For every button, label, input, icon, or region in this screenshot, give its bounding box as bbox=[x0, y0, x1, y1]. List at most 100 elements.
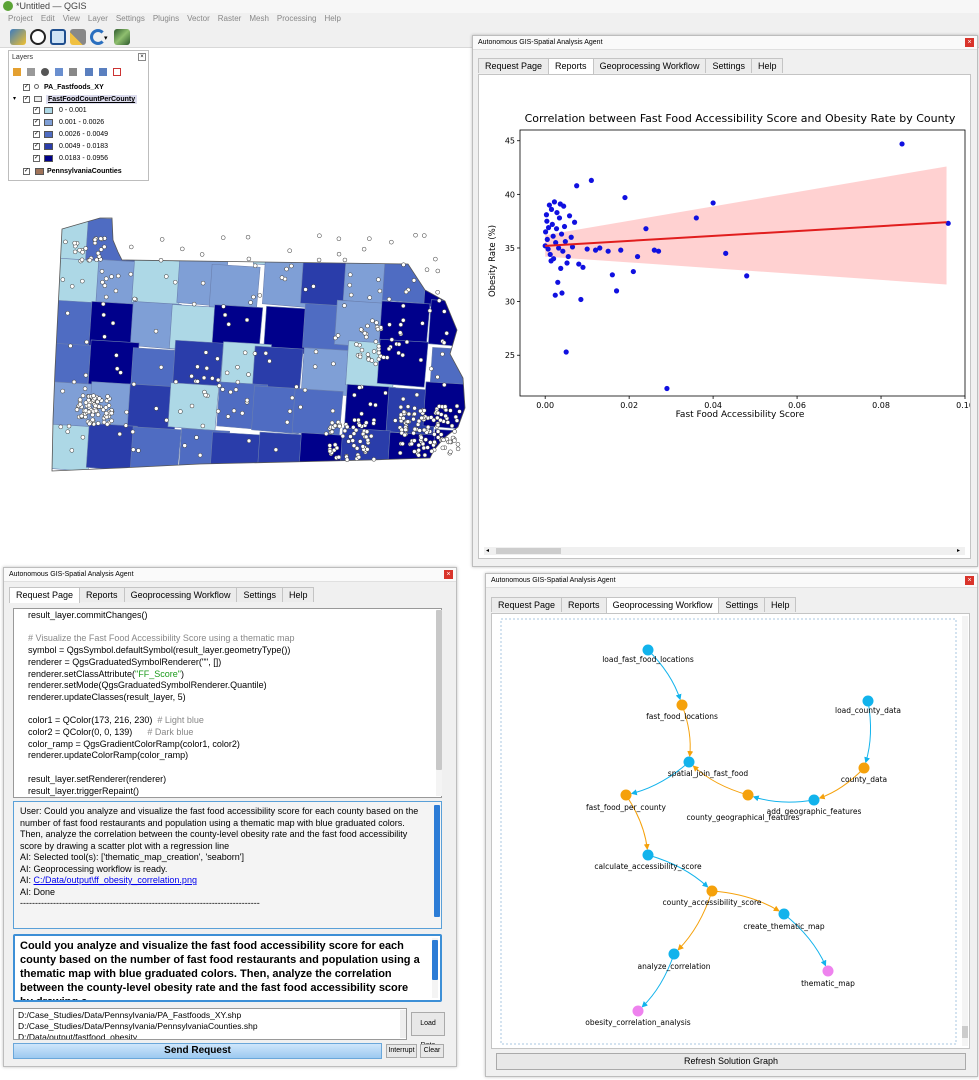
undo-icon[interactable] bbox=[90, 29, 106, 45]
class-checkbox[interactable]: ✓ bbox=[33, 131, 40, 138]
workflow-node-calculate_accessibility_score[interactable] bbox=[642, 849, 654, 861]
load-data-button[interactable]: Load Data bbox=[411, 1012, 445, 1049]
close-icon[interactable]: × bbox=[965, 38, 974, 47]
county-polygon[interactable] bbox=[209, 431, 262, 480]
menu-project[interactable]: Project bbox=[8, 14, 33, 23]
menu-processing[interactable]: Processing bbox=[276, 14, 317, 23]
remove-layer-icon[interactable] bbox=[113, 68, 121, 76]
class-checkbox[interactable]: ✓ bbox=[33, 143, 40, 150]
menu-layer[interactable]: Layer bbox=[87, 14, 108, 23]
interrupt-button[interactable]: Interrupt bbox=[386, 1044, 417, 1058]
tab-help[interactable]: Help bbox=[763, 597, 797, 612]
collapse-all-icon[interactable] bbox=[99, 68, 107, 76]
workflow-node-fast_food_per_county[interactable] bbox=[620, 789, 632, 801]
scroll-right-icon[interactable]: ▸ bbox=[957, 548, 961, 554]
request-input[interactable]: Could you analyze and visualize the fast… bbox=[13, 934, 442, 1002]
scrollbar-thumb[interactable] bbox=[962, 1026, 968, 1038]
county-polygon[interactable] bbox=[428, 299, 470, 348]
layer-item-fastfoods[interactable]: PA_Fastfoods_XY bbox=[44, 84, 104, 91]
tab-request-page[interactable]: Request Page bbox=[491, 597, 563, 612]
tab-help[interactable]: Help bbox=[750, 58, 784, 73]
tab-settings[interactable]: Settings bbox=[718, 597, 765, 612]
refresh-graph-button[interactable]: Refresh Solution Graph bbox=[496, 1053, 966, 1070]
clear-button[interactable]: Clear bbox=[420, 1044, 444, 1058]
gear-icon[interactable] bbox=[30, 29, 46, 45]
send-request-button[interactable]: Send Request bbox=[13, 1043, 382, 1059]
workflow-node-county_data[interactable] bbox=[858, 762, 870, 774]
workflow-node-create_thematic_map[interactable] bbox=[778, 908, 790, 920]
workflow-node-add_geographic_features[interactable] bbox=[808, 794, 820, 806]
graph-scrollbar[interactable] bbox=[962, 616, 968, 1046]
workflow-node-analyze_correlation[interactable] bbox=[668, 948, 680, 960]
workflow-node-county_geographical_features[interactable] bbox=[742, 789, 754, 801]
menu-settings[interactable]: Settings bbox=[115, 14, 145, 23]
menu-mesh[interactable]: Mesh bbox=[249, 14, 269, 23]
close-icon[interactable]: × bbox=[444, 570, 453, 579]
county-polygon[interactable] bbox=[377, 217, 430, 266]
code-editor[interactable]: result_layer.commitChanges() # Visualize… bbox=[13, 608, 442, 798]
workflow-node-fast_food_locations[interactable] bbox=[676, 699, 688, 711]
menu-plugins[interactable]: Plugins bbox=[152, 14, 180, 23]
pennsylvania-map[interactable] bbox=[0, 190, 470, 500]
class-checkbox[interactable]: ✓ bbox=[33, 155, 40, 162]
tab-request-page[interactable]: Request Page bbox=[478, 58, 550, 73]
workflow-node-obesity_correlation_analysis[interactable] bbox=[632, 1005, 644, 1017]
county-polygon[interactable] bbox=[291, 388, 344, 437]
scrollbar-thumb[interactable] bbox=[436, 610, 442, 770]
expression-filter-icon[interactable] bbox=[69, 68, 77, 76]
code-scrollbar[interactable] bbox=[436, 610, 442, 796]
scrollbar-thumb[interactable] bbox=[434, 805, 440, 917]
chevron-down-icon[interactable]: ▾ bbox=[104, 35, 108, 42]
chat-scrollbar[interactable] bbox=[434, 805, 440, 925]
tab-request-page[interactable]: Request Page bbox=[9, 587, 81, 603]
tab-settings[interactable]: Settings bbox=[705, 58, 752, 73]
workflow-node-load_county_data[interactable] bbox=[862, 695, 874, 707]
county-polygon[interactable] bbox=[49, 257, 101, 307]
workflow-node-thematic_map[interactable] bbox=[822, 965, 834, 977]
workflow-node-county_accessibility_score[interactable] bbox=[706, 885, 718, 897]
files-scrollbar[interactable] bbox=[400, 1010, 406, 1038]
window-icon[interactable] bbox=[50, 29, 66, 45]
menu-vector[interactable]: Vector bbox=[187, 14, 210, 23]
menu-help[interactable]: Help bbox=[324, 14, 341, 23]
county-polygon[interactable] bbox=[252, 219, 305, 269]
close-icon[interactable]: × bbox=[965, 576, 974, 585]
tab-reports[interactable]: Reports bbox=[561, 597, 607, 612]
tab-reports[interactable]: Reports bbox=[79, 587, 125, 602]
workflow-graph[interactable]: load_fast_food_locations fast_food_locati… bbox=[492, 614, 969, 1048]
tab-reports[interactable]: Reports bbox=[548, 58, 594, 74]
pencil-icon[interactable] bbox=[70, 29, 86, 45]
python-console-icon[interactable] bbox=[10, 29, 26, 45]
collapse-icon[interactable]: ▾ bbox=[13, 96, 17, 102]
menu-view[interactable]: View bbox=[62, 14, 80, 23]
scrollbar-thumb[interactable] bbox=[496, 548, 561, 554]
county-polygon[interactable] bbox=[251, 385, 303, 435]
horizontal-scrollbar[interactable]: ◂ ▸ bbox=[484, 547, 965, 555]
scrollbar-thumb[interactable] bbox=[432, 940, 438, 980]
eye-icon[interactable] bbox=[41, 68, 49, 76]
county-polygon[interactable] bbox=[85, 422, 138, 471]
filter-icon[interactable] bbox=[55, 68, 63, 76]
chat-history[interactable]: User: Could you analyze and visualize th… bbox=[13, 801, 442, 929]
layer-item-fastfoodcount[interactable]: FastFoodCountPerCounty bbox=[46, 95, 138, 104]
add-group-icon[interactable] bbox=[27, 68, 35, 76]
county-polygon[interactable] bbox=[171, 216, 224, 265]
expand-all-icon[interactable] bbox=[85, 68, 93, 76]
class-checkbox[interactable]: ✓ bbox=[33, 119, 40, 126]
county-polygon[interactable] bbox=[300, 347, 353, 397]
county-polygon[interactable] bbox=[376, 338, 429, 388]
output-link[interactable]: C:/Data/output\ff_obesity_correlation.pn… bbox=[33, 875, 197, 885]
layer-checkbox[interactable]: ✓ bbox=[23, 96, 30, 103]
tab-settings[interactable]: Settings bbox=[236, 587, 283, 602]
close-icon[interactable]: × bbox=[138, 53, 146, 61]
layer-checkbox[interactable]: ✓ bbox=[23, 168, 30, 175]
menu-edit[interactable]: Edit bbox=[40, 14, 55, 23]
county-polygon[interactable] bbox=[129, 426, 182, 475]
class-checkbox[interactable]: ✓ bbox=[33, 107, 40, 114]
workflow-node-spatial_join_fast_food[interactable] bbox=[683, 756, 695, 768]
data-files-list[interactable]: D:/Case_Studies/Data/Pennsylvania/PA_Fas… bbox=[13, 1008, 407, 1040]
county-polygon[interactable] bbox=[423, 261, 470, 311]
map-layer-icon[interactable] bbox=[114, 29, 130, 45]
request-scrollbar[interactable] bbox=[432, 938, 438, 998]
layer-checkbox[interactable]: ✓ bbox=[23, 84, 30, 91]
